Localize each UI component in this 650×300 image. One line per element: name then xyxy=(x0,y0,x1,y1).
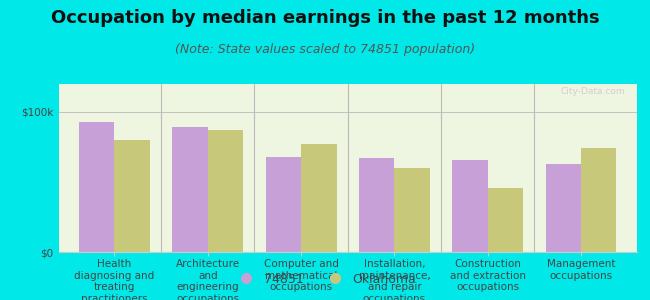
Bar xyxy=(395,168,430,252)
Text: City-Data.com: City-Data.com xyxy=(561,87,625,96)
Bar xyxy=(266,157,301,252)
Bar xyxy=(114,140,150,252)
Bar xyxy=(581,148,616,252)
Text: Occupation by median earnings in the past 12 months: Occupation by median earnings in the pas… xyxy=(51,9,599,27)
Bar xyxy=(488,188,523,252)
Bar xyxy=(79,122,114,252)
Bar xyxy=(545,164,581,252)
Bar xyxy=(172,128,208,252)
Bar xyxy=(301,144,337,252)
Bar xyxy=(208,130,243,252)
Bar xyxy=(452,160,488,252)
Text: (Note: State values scaled to 74851 population): (Note: State values scaled to 74851 popu… xyxy=(175,44,475,56)
Bar xyxy=(359,158,395,252)
Legend: 74851, Oklahoma: 74851, Oklahoma xyxy=(229,268,421,291)
